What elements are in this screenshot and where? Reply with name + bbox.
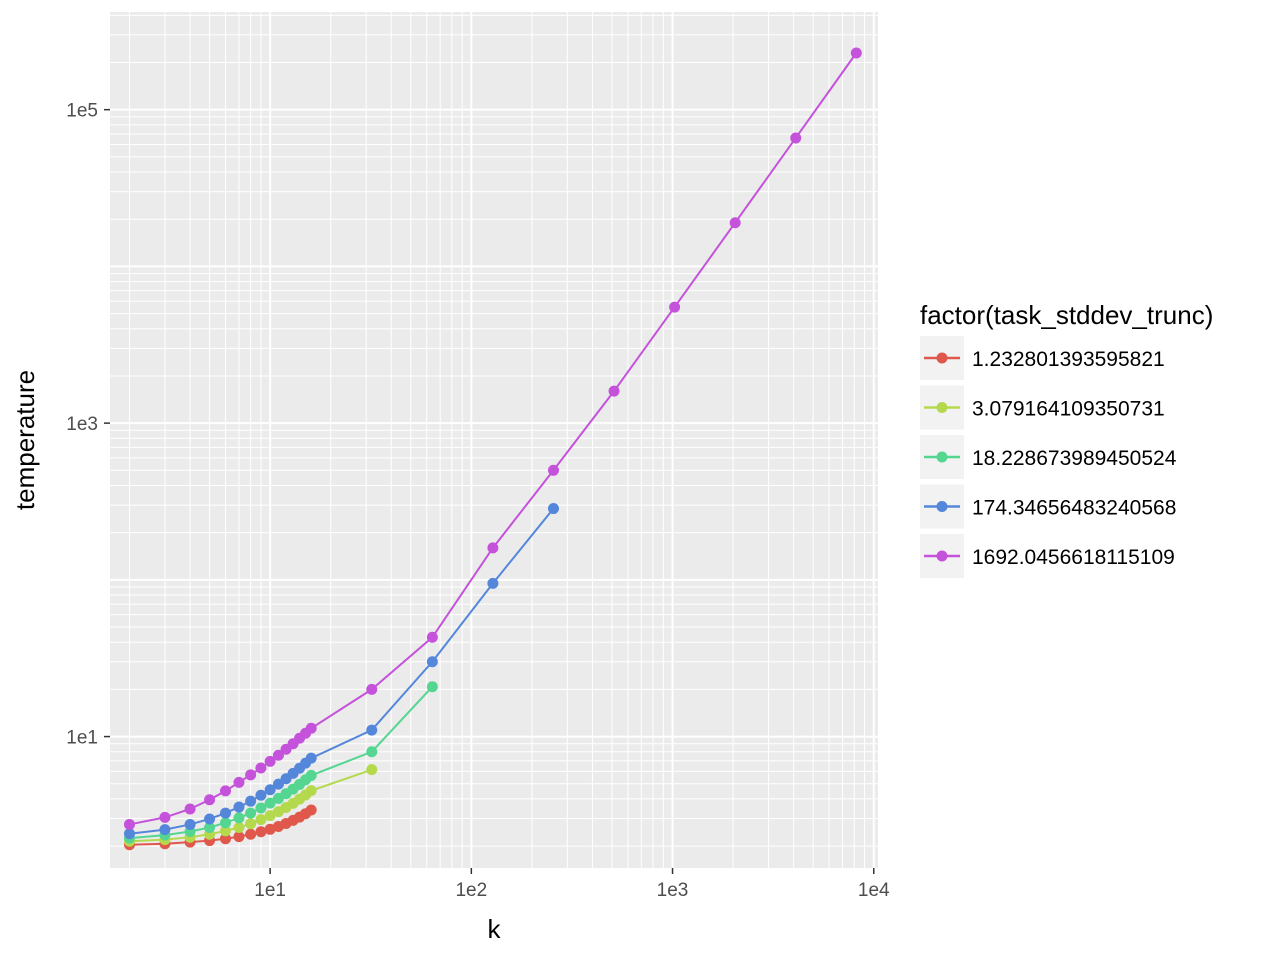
data-point bbox=[366, 764, 378, 776]
data-point bbox=[220, 785, 231, 797]
data-point bbox=[159, 824, 171, 836]
data-point bbox=[669, 301, 681, 313]
series-layer bbox=[124, 47, 862, 851]
data-point bbox=[255, 802, 267, 814]
data-point bbox=[220, 817, 231, 829]
legend-key-point bbox=[936, 402, 948, 413]
data-point bbox=[245, 828, 257, 840]
data-point bbox=[255, 789, 267, 801]
data-point bbox=[245, 795, 257, 807]
legend-label: 1.232801393595821 bbox=[972, 348, 1165, 371]
series-4 bbox=[124, 503, 559, 840]
y-axis-title: temperature bbox=[10, 370, 40, 510]
data-point bbox=[255, 762, 267, 774]
data-point bbox=[204, 813, 216, 825]
data-point bbox=[220, 825, 231, 837]
data-point bbox=[204, 794, 216, 806]
data-point bbox=[264, 810, 276, 822]
data-point bbox=[220, 833, 231, 845]
x-axis-title: k bbox=[488, 914, 502, 944]
data-point bbox=[305, 752, 317, 764]
data-point bbox=[245, 818, 257, 830]
legend-title: factor(task_stddev_trunc) bbox=[920, 300, 1213, 330]
legend-key-point bbox=[936, 501, 948, 512]
data-point bbox=[264, 797, 276, 809]
legend-item: 1.232801393595821 bbox=[920, 336, 1165, 380]
data-point bbox=[264, 755, 276, 767]
data-point bbox=[124, 828, 135, 840]
data-point bbox=[366, 746, 378, 758]
grid-minor bbox=[110, 12, 878, 868]
legend-key-point bbox=[936, 550, 948, 562]
data-point bbox=[272, 749, 284, 761]
data-point bbox=[264, 784, 276, 796]
panel-background bbox=[110, 12, 878, 868]
data-point bbox=[850, 47, 862, 59]
data-point bbox=[245, 807, 257, 819]
data-point bbox=[547, 503, 559, 515]
data-point bbox=[366, 683, 378, 695]
data-point bbox=[790, 132, 802, 144]
grid-major bbox=[110, 12, 878, 868]
legend-label: 3.079164109350731 bbox=[972, 398, 1165, 421]
data-point bbox=[487, 577, 499, 589]
data-point bbox=[184, 818, 196, 830]
data-point bbox=[305, 804, 317, 816]
data-point bbox=[245, 769, 257, 781]
data-point bbox=[305, 785, 317, 797]
legend-label: 174.34656483240568 bbox=[972, 497, 1176, 520]
data-point bbox=[233, 801, 245, 813]
legend-item: 18.228673989450524 bbox=[920, 435, 1177, 479]
data-point bbox=[255, 814, 267, 826]
legend-items: 1.232801393595821 3.079164109350731 18.228… bbox=[920, 336, 1177, 578]
series-5 bbox=[124, 47, 862, 830]
legend-label: 18.228673989450524 bbox=[972, 447, 1177, 470]
data-point bbox=[729, 217, 741, 229]
x-axis: 1e1 1e2 1e3 1e4 bbox=[254, 868, 890, 901]
legend-label: 1692.0456618115109 bbox=[972, 546, 1175, 569]
data-point bbox=[305, 722, 317, 734]
data-point bbox=[487, 542, 499, 554]
data-point bbox=[233, 776, 245, 788]
legend-key-point bbox=[936, 352, 948, 364]
legend-item: 1692.0456618115109 bbox=[920, 534, 1175, 578]
data-point bbox=[272, 778, 284, 790]
data-point bbox=[305, 769, 317, 781]
x-tick-label: 1e3 bbox=[657, 880, 689, 901]
x-tick-label: 1e2 bbox=[455, 880, 487, 901]
legend-key-point bbox=[936, 451, 948, 463]
y-tick-label: 1e3 bbox=[66, 414, 98, 435]
data-point bbox=[204, 821, 216, 833]
data-point bbox=[124, 818, 135, 830]
legend-item: 174.34656483240568 bbox=[920, 484, 1176, 529]
data-point bbox=[233, 812, 245, 824]
data-point bbox=[366, 724, 378, 736]
data-point bbox=[426, 631, 438, 643]
data-point bbox=[426, 656, 438, 668]
data-point bbox=[184, 803, 196, 815]
y-tick-label: 1e5 bbox=[66, 101, 98, 122]
x-tick-label: 1e1 bbox=[254, 880, 286, 901]
data-point bbox=[426, 681, 438, 693]
data-point bbox=[547, 464, 559, 476]
data-point bbox=[233, 831, 245, 843]
data-point bbox=[220, 807, 231, 819]
data-point bbox=[608, 385, 620, 397]
data-point bbox=[233, 821, 245, 833]
y-axis: 1e1 1e3 1e5 bbox=[66, 101, 110, 749]
data-point bbox=[255, 826, 267, 838]
data-point bbox=[264, 823, 276, 835]
y-tick-label: 1e1 bbox=[66, 728, 98, 749]
data-point bbox=[159, 811, 171, 823]
legend-item: 3.079164109350731 bbox=[920, 385, 1165, 430]
x-tick-label: 1e4 bbox=[858, 880, 890, 901]
legend: factor(task_stddev_trunc) 1.232801393595… bbox=[920, 300, 1213, 578]
